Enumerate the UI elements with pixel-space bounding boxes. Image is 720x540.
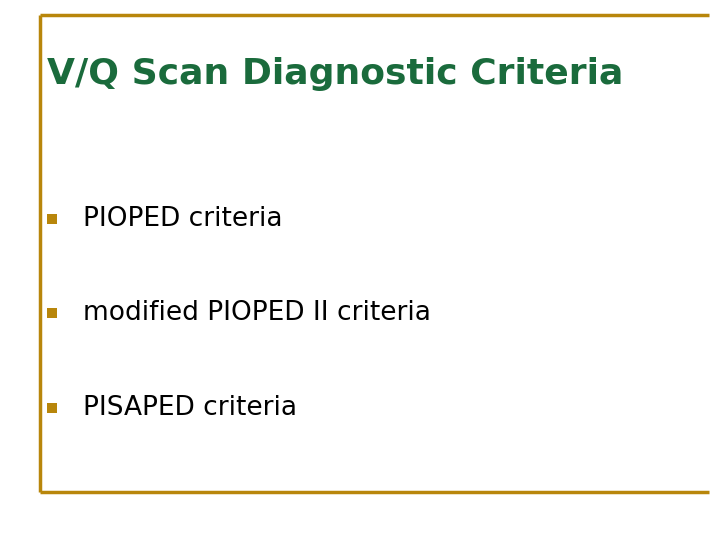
Text: PISAPED criteria: PISAPED criteria [83, 395, 297, 421]
Text: V/Q Scan Diagnostic Criteria: V/Q Scan Diagnostic Criteria [47, 57, 624, 91]
Bar [47, 214, 57, 224]
Text: PIOPED criteria: PIOPED criteria [83, 206, 282, 232]
Bar [47, 308, 57, 318]
Bar [47, 403, 57, 413]
Text: modified PIOPED II criteria: modified PIOPED II criteria [83, 300, 431, 326]
